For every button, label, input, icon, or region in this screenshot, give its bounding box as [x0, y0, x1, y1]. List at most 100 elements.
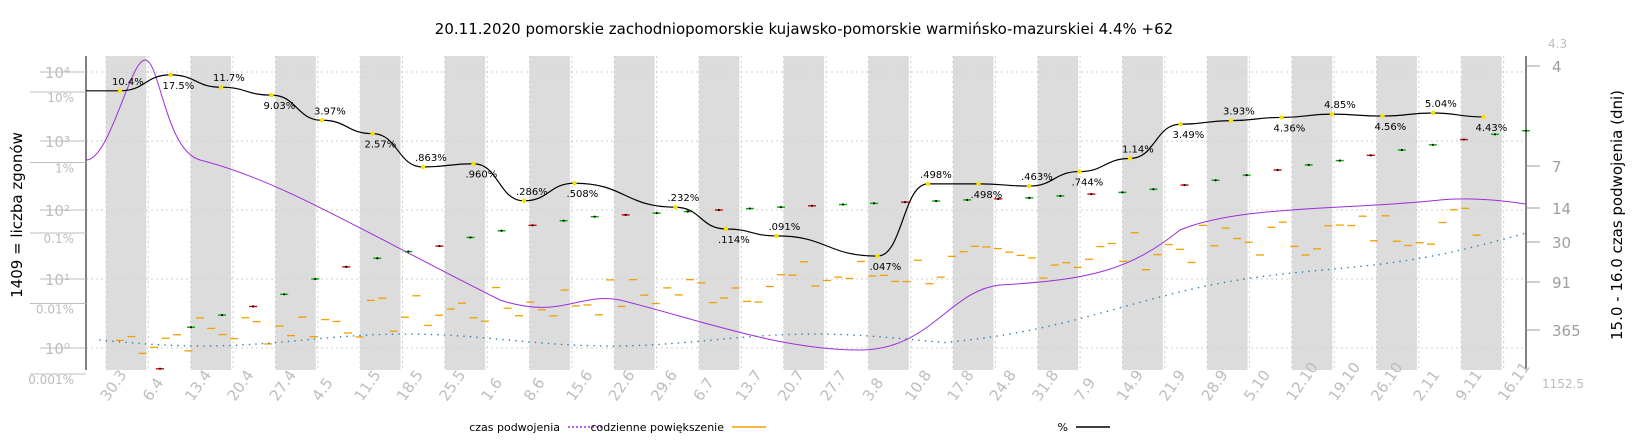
doubling-dot: [190, 345, 192, 347]
doubling-dot: [469, 335, 472, 338]
x-tick-label: 31.8: [1028, 367, 1062, 405]
doubling-dot: [1236, 279, 1239, 281]
deaths-point: [1183, 183, 1186, 187]
doubling-dot: [593, 345, 595, 347]
doubling-dot: [547, 342, 550, 345]
x-tick-label: 28.9: [1198, 367, 1232, 405]
percent-label: 5.04%: [1425, 99, 1457, 110]
y-percent-tick-label: 10%: [47, 91, 74, 105]
deaths-point: [1276, 168, 1279, 172]
percent-marker: [1026, 183, 1032, 189]
doubling-dot: [645, 344, 647, 346]
doubling-dot: [112, 340, 114, 342]
doubling-dot: [827, 333, 829, 335]
percent-marker: [1380, 113, 1385, 119]
doubling-dot: [222, 344, 225, 347]
doubling-dot: [788, 333, 790, 336]
doubling-dot: [638, 344, 641, 347]
x-tick-label: 14.9: [1113, 367, 1147, 405]
doubling-dot: [1191, 288, 1193, 290]
doubling-dot: [1399, 260, 1401, 263]
doubling-dot: [1165, 294, 1167, 297]
percent-marker: [1430, 110, 1436, 116]
doubling-dot: [911, 338, 914, 341]
deaths-point: [1214, 179, 1217, 182]
doubling-dot: [560, 343, 563, 346]
percent-label: 17.5%: [163, 81, 195, 92]
doubling-dot: [1015, 331, 1018, 334]
doubling-dot: [424, 333, 426, 336]
percent-label: .508%: [567, 189, 599, 200]
week-band: [360, 56, 401, 370]
y-axis-right-label: 15.0 - 16.0 czas podwojenia (dni): [1608, 90, 1626, 340]
doubling-dot: [892, 337, 894, 339]
deaths-point: [1369, 154, 1372, 157]
x-tick-label: 26.10: [1367, 359, 1406, 405]
deaths-point: [438, 244, 441, 248]
doubling-dot: [248, 343, 251, 346]
deaths-point: [220, 313, 224, 317]
y-right-top-value: 4.3: [1548, 37, 1567, 51]
percent-marker: [370, 131, 375, 136]
doubling-dot: [1275, 273, 1278, 276]
x-tick-label: 25.5: [435, 367, 469, 405]
doubling-dot: [697, 340, 699, 343]
percent-marker: [269, 92, 274, 98]
percent-marker: [673, 205, 678, 210]
x-tick-label: 10.8: [901, 367, 935, 405]
deaths-point: [1400, 148, 1403, 152]
doubling-dot: [1496, 240, 1499, 242]
doubling-dot: [866, 335, 868, 337]
deaths-point: [158, 367, 162, 370]
percent-marker: [1127, 156, 1133, 161]
y-axis-left-ticks: 10⁰ 10¹ 10² 10³ 10⁴: [40, 64, 86, 358]
percent-marker: [420, 164, 426, 170]
percent-label: .463%: [1021, 172, 1053, 183]
doubling-dot: [1444, 252, 1447, 255]
doubling-dot: [1080, 317, 1083, 320]
percent-marker: [925, 181, 931, 187]
doubling-dot: [196, 345, 199, 347]
doubling-dot: [1249, 277, 1252, 279]
doubling-dot: [1503, 238, 1505, 240]
deaths-point: [531, 224, 534, 227]
doubling-dot: [1490, 241, 1492, 244]
week-band: [1122, 56, 1163, 370]
doubling-dot: [105, 339, 108, 342]
doubling-dot: [164, 344, 166, 346]
y-left-tick-label: 10²: [45, 202, 70, 220]
doubling-dot: [840, 333, 842, 336]
doubling-dot: [814, 333, 816, 335]
doubling-dot: [996, 335, 998, 337]
percent-label: .091%: [769, 222, 801, 233]
doubling-dot: [580, 344, 582, 347]
doubling-dot: [1210, 284, 1213, 286]
doubling-dot: [950, 341, 953, 343]
week-band: [106, 56, 147, 370]
doubling-dot: [1516, 234, 1518, 237]
deaths-point: [1307, 163, 1310, 167]
x-tick-label: 18.5: [393, 367, 427, 405]
deaths-point: [562, 219, 565, 222]
doubling-dot: [976, 338, 979, 340]
week-bands: [106, 56, 1502, 370]
x-tick-label: 7.9: [1071, 374, 1099, 404]
doubling-dot: [1204, 285, 1206, 288]
percent-marker: [1228, 118, 1234, 123]
percent-label: .863%: [415, 153, 447, 164]
doubling-dot: [723, 338, 725, 340]
percent-marker: [875, 253, 880, 259]
doubling-dot: [1353, 266, 1356, 268]
doubling-dot: [138, 342, 140, 345]
doubling-dot: [1022, 330, 1024, 333]
doubling-dot: [1048, 325, 1050, 327]
percent-series: [86, 74, 1484, 257]
x-tick-label: 8.6: [520, 374, 548, 404]
percent-marker: [1279, 115, 1284, 120]
deaths-point: [500, 229, 503, 232]
week-band: [698, 56, 740, 370]
doubling-dot: [671, 342, 673, 345]
doubling-dot: [1100, 312, 1102, 314]
doubling-dot: [365, 334, 368, 336]
deaths-point: [1245, 174, 1248, 177]
